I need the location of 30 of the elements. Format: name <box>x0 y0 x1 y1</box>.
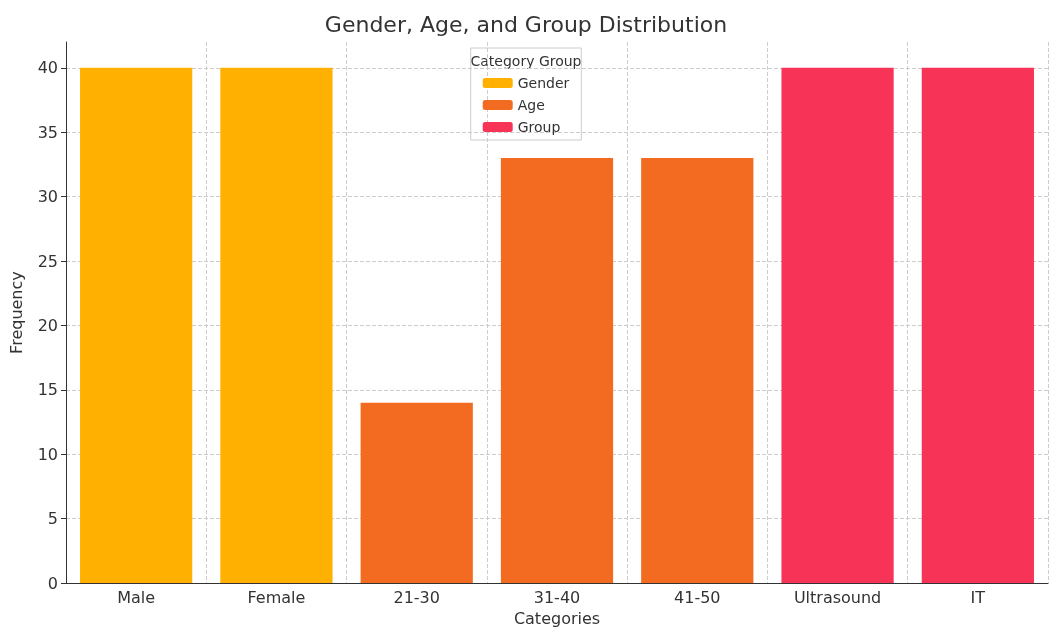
y-tick-label: 20 <box>37 315 58 335</box>
legend-title: Category Group <box>470 53 582 69</box>
bar <box>360 402 473 584</box>
bar <box>921 67 1034 584</box>
bar <box>220 67 333 584</box>
y-tick-label: 25 <box>37 251 58 271</box>
y-tick-label: 10 <box>37 444 58 464</box>
y-tick-label: 30 <box>37 187 58 207</box>
x-tick-label: Female <box>247 587 306 607</box>
bar <box>80 67 193 584</box>
x-tick-label: IT <box>970 587 986 607</box>
x-tick-label: Male <box>117 587 156 607</box>
x-axis-title: Categories <box>513 608 601 628</box>
y-axis-title: Frequency <box>6 271 26 354</box>
y-tick-label: 35 <box>37 122 58 142</box>
chart-title: Gender, Age, and Group Distribution <box>324 11 728 37</box>
y-tick-label: 0 <box>47 573 58 593</box>
legend-label: Age <box>517 97 545 113</box>
x-tick-label: 41-50 <box>674 587 721 607</box>
legend-label: Group <box>517 119 561 135</box>
x-tick-label: 31-40 <box>533 587 581 607</box>
y-tick-label: 5 <box>47 509 58 529</box>
x-tick-label: 21-30 <box>393 587 440 607</box>
bar <box>781 67 894 584</box>
x-tick-label: Ultrasound <box>793 587 882 607</box>
y-tick-label: 15 <box>37 380 58 400</box>
y-tick-label: 40 <box>37 58 58 78</box>
bar <box>500 157 614 584</box>
legend-label: Gender <box>517 75 570 91</box>
bar <box>641 157 754 584</box>
